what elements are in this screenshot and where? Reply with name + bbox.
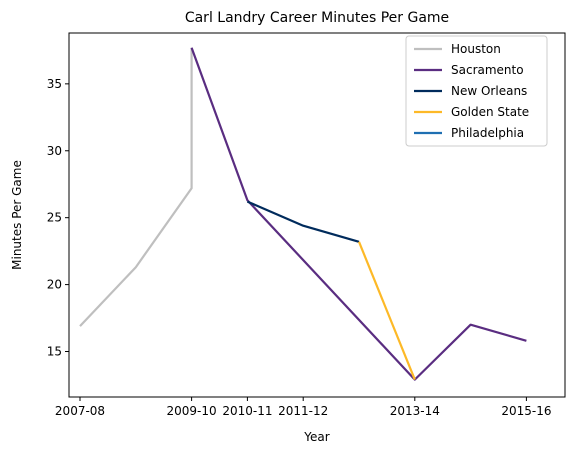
legend-label-new-orleans: New Orleans <box>451 84 527 98</box>
y-axis: 15 20 25 30 35 <box>47 77 69 359</box>
x-tick-label: 2009-10 <box>167 404 217 418</box>
chart-title: Carl Landry Career Minutes Per Game <box>185 10 449 26</box>
legend: Houston Sacramento New Orleans Golden State… <box>405 35 548 147</box>
x-tick-label: 2015-16 <box>501 404 551 418</box>
y-tick-label: 20 <box>47 278 62 292</box>
series-line-houston <box>79 47 193 327</box>
x-tick-label: 2011-12 <box>278 404 328 418</box>
x-axis-label: Year <box>303 430 329 444</box>
legend-label-philadelphia: Philadelphia <box>451 126 524 140</box>
x-tick-label: 2010-11 <box>222 404 272 418</box>
legend-items: Houston Sacramento New Orleans Golden State… <box>414 42 529 140</box>
series-layer <box>79 47 527 381</box>
y-tick-label: 35 <box>47 77 62 91</box>
legend-frame <box>405 35 548 147</box>
x-tick-label: 2007-08 <box>55 404 105 418</box>
x-axis: 2007-08 2009-10 2010-11 2011-12 2013-14 2015-… <box>55 397 551 418</box>
legend-label-sacramento: Sacramento <box>451 63 524 77</box>
y-axis-label: Minutes Per Game <box>10 160 24 270</box>
legend-label-golden-state: Golden State <box>451 105 529 119</box>
legend-label-houston: Houston <box>451 42 501 56</box>
y-tick-label: 25 <box>47 211 62 225</box>
series-line-golden-state <box>357 241 416 381</box>
y-tick-label: 15 <box>47 345 62 359</box>
y-tick-label: 30 <box>47 144 62 158</box>
series-line-new-orleans <box>246 200 360 243</box>
x-tick-label: 2013-14 <box>390 404 440 418</box>
plot-frame <box>68 32 566 398</box>
